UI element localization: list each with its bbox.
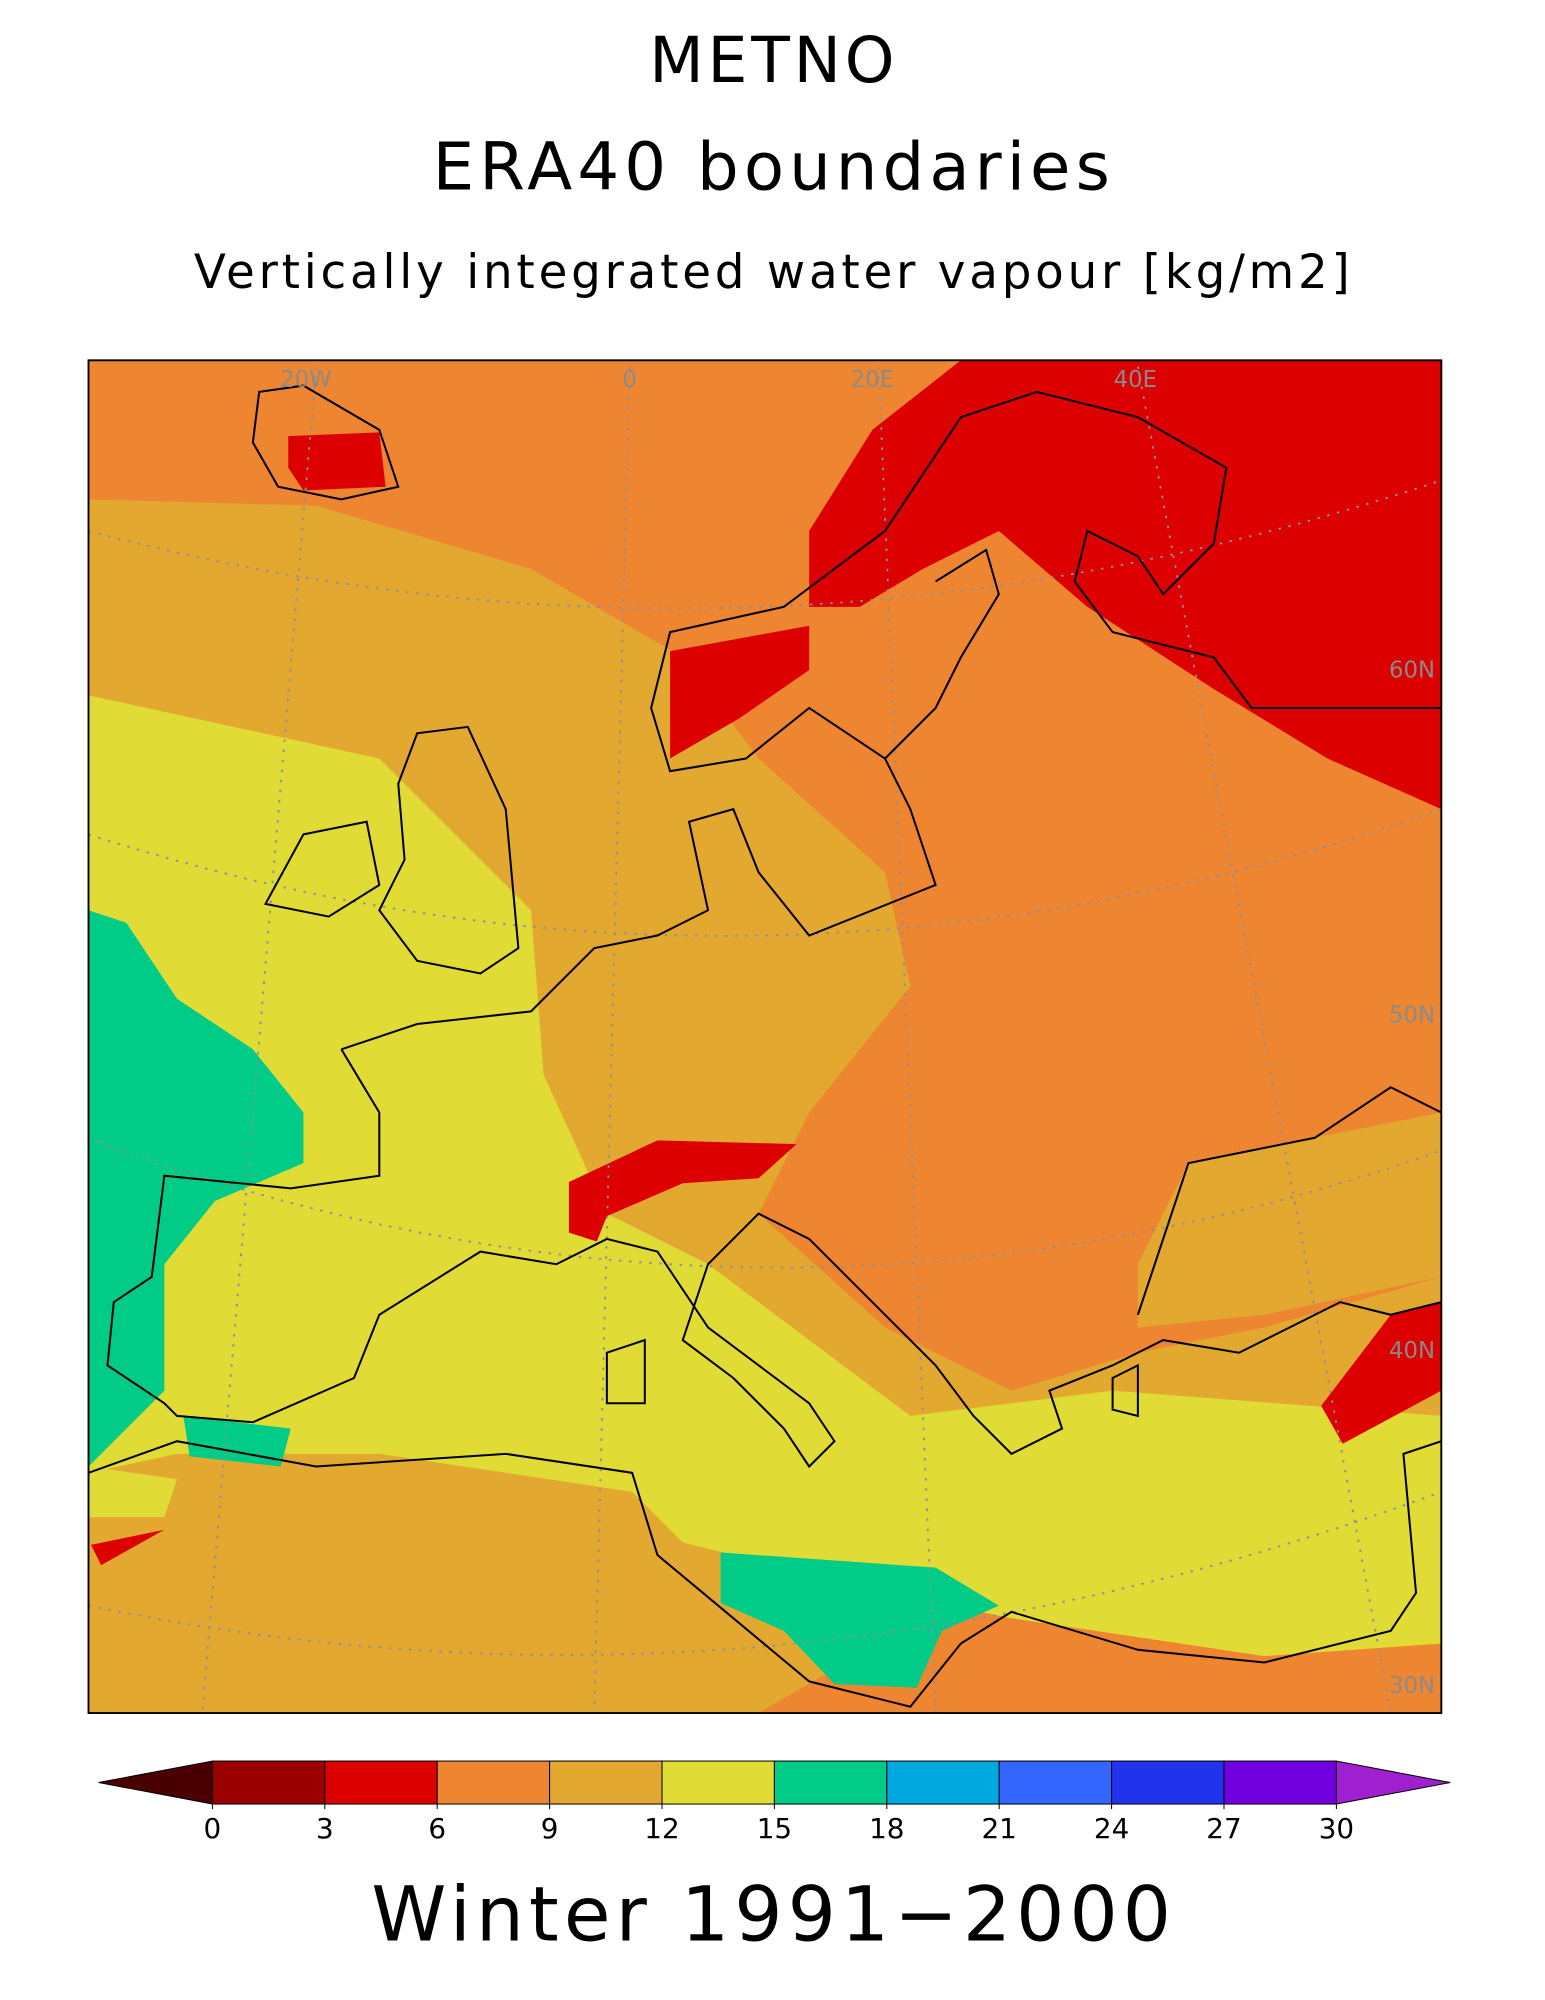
colorbar-segment	[436, 1760, 551, 1805]
field-region	[670, 625, 810, 759]
colorbar-tick-label: 30	[1319, 1812, 1354, 1845]
title: METNO	[649, 23, 898, 97]
colorbar: 0 3 6 9 12 15 18 21 24 27 30	[98, 1760, 1451, 1845]
field-region	[88, 695, 1442, 1657]
colorbar-segment	[549, 1760, 663, 1805]
graticule-label: 60N	[1389, 658, 1435, 684]
colorbar-tick-label: 27	[1206, 1812, 1241, 1845]
field-region	[91, 1529, 165, 1566]
graticule-label: 50N	[1389, 1003, 1435, 1029]
colorbar-tick-label: 21	[982, 1812, 1017, 1845]
colorbar-segment	[886, 1760, 1000, 1805]
colorbar-segment	[661, 1760, 775, 1805]
colorbar-under	[98, 1760, 213, 1805]
colorbar-tick-label: 3	[316, 1812, 334, 1845]
graticule-label: 20W	[280, 367, 331, 393]
subtitle: Vertically integrated water vapour [kg/m…	[194, 246, 1354, 300]
colorbar-tick-label: 9	[541, 1812, 559, 1845]
field-region	[720, 1552, 999, 1688]
field-region	[568, 1140, 797, 1242]
colorbar-tick-label: 6	[428, 1812, 446, 1845]
field-region	[183, 1415, 291, 1467]
colorbar-tick-label: 18	[869, 1812, 904, 1845]
colorbar-tick-label: 24	[1094, 1812, 1129, 1845]
title-line2: ERA40 boundaries	[433, 129, 1115, 206]
colorbar-segment	[1223, 1760, 1337, 1805]
graticule	[88, 366, 1442, 1714]
colorbar-segment	[1111, 1760, 1225, 1805]
field-region	[809, 360, 1442, 810]
field-region	[88, 910, 304, 1467]
colorbar-segment	[773, 1760, 888, 1805]
graticule-label: 40E	[1114, 367, 1157, 393]
colorbar-tick-label: 15	[757, 1812, 792, 1845]
map: 20W 0 20E 40E 60N 50N 40N 30N	[88, 360, 1442, 1714]
colorbar-segment	[324, 1760, 438, 1805]
graticule-label: 30N	[1389, 1673, 1435, 1699]
map-frame	[87, 359, 1443, 1714]
colorbar-segment	[211, 1760, 326, 1805]
field-region	[1321, 1302, 1442, 1444]
field-region	[1137, 1112, 1442, 1328]
colorbar-segment	[998, 1760, 1113, 1805]
field-region	[88, 1466, 178, 1518]
graticule-label: 0	[622, 367, 636, 393]
field-region	[288, 432, 386, 491]
graticule-label: 20E	[851, 367, 894, 393]
coastlines	[88, 384, 1442, 1708]
graticule-label: 40N	[1389, 1338, 1435, 1364]
colorbar-over	[1335, 1760, 1451, 1805]
footer: Winter 1991−2000	[371, 1871, 1176, 1959]
colorbar-tick-label: 12	[644, 1812, 679, 1845]
colorbar-tick-label: 0	[204, 1812, 222, 1845]
